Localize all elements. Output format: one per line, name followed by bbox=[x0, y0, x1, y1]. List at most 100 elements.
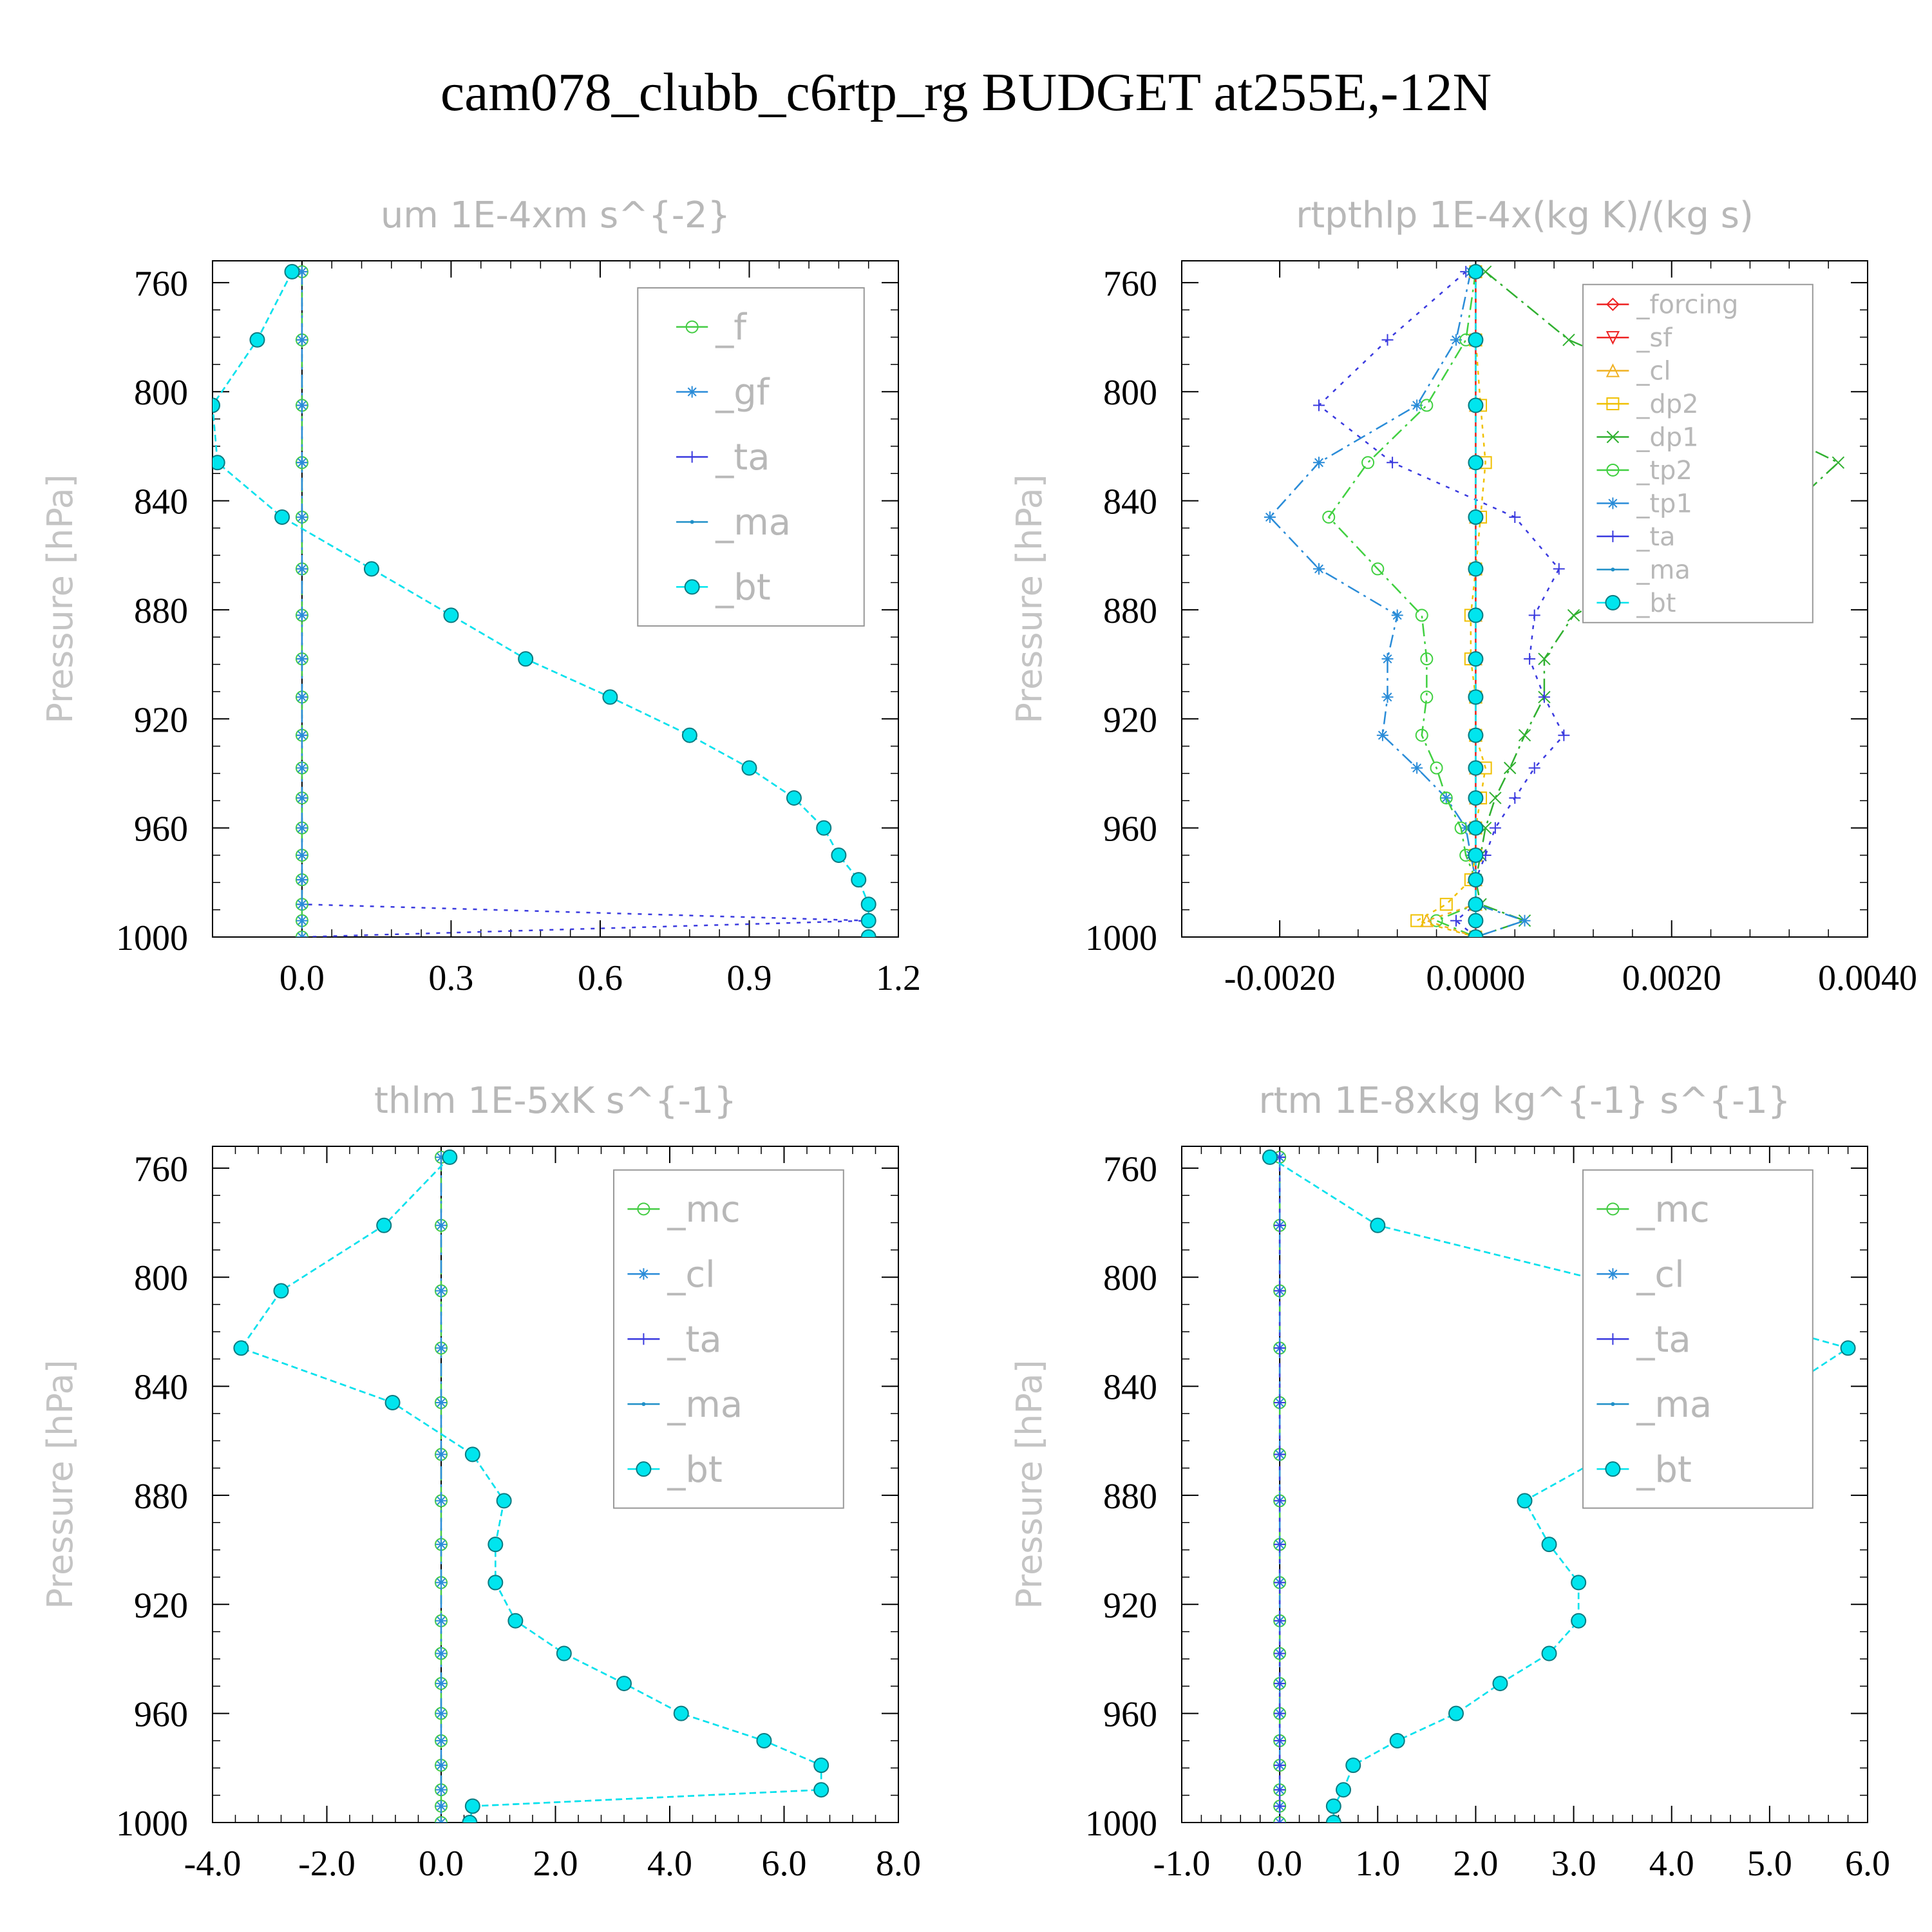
y-tick-label: 1000 bbox=[1085, 918, 1157, 958]
legend-label: _mc bbox=[667, 1189, 740, 1231]
data-point bbox=[1420, 652, 1434, 666]
y-tick-label: 920 bbox=[1103, 700, 1157, 740]
data-point bbox=[1468, 790, 1484, 806]
x-tick-label: -0.0020 bbox=[1224, 958, 1336, 998]
data-point bbox=[1509, 511, 1521, 523]
data-point bbox=[1571, 1575, 1587, 1591]
data-point bbox=[363, 561, 379, 577]
data-point bbox=[1411, 399, 1423, 412]
legend-label: _tp1 bbox=[1636, 489, 1692, 518]
legend-marker bbox=[1607, 497, 1619, 509]
y-tick-label: 840 bbox=[134, 1368, 188, 1408]
x-tick-label: 0.0020 bbox=[1622, 958, 1721, 998]
legend-label: _ta bbox=[667, 1319, 721, 1361]
y-tick-label: 760 bbox=[134, 264, 188, 304]
data-point bbox=[602, 689, 618, 705]
x-tick-label: 2.0 bbox=[1453, 1844, 1498, 1884]
data-point bbox=[296, 563, 308, 575]
x-tick-label: 2.0 bbox=[533, 1844, 578, 1884]
data-point bbox=[1468, 689, 1484, 705]
legend-label: _bt bbox=[715, 567, 771, 609]
y-tick-label: 760 bbox=[134, 1150, 188, 1189]
legend-marker bbox=[1605, 1461, 1621, 1477]
y-tick-label: 840 bbox=[1103, 482, 1157, 522]
data-point bbox=[1450, 334, 1462, 346]
x-tick-label: 0.0 bbox=[279, 958, 325, 998]
data-point bbox=[1419, 913, 1434, 927]
data-point bbox=[1468, 263, 1484, 279]
legend-label: _f bbox=[715, 307, 747, 348]
data-point bbox=[1517, 1493, 1533, 1509]
data-point bbox=[1387, 457, 1399, 469]
data-point bbox=[496, 1493, 512, 1509]
data-point bbox=[1468, 509, 1484, 525]
data-point bbox=[296, 399, 308, 412]
y-tick-label: 920 bbox=[134, 700, 188, 740]
legend: _mc _cl _ta _ma _bt bbox=[613, 1169, 844, 1509]
data-point bbox=[1274, 1448, 1286, 1461]
data-point bbox=[813, 1782, 829, 1798]
chart-panel: um 1E-4xm s^{-2} 0.0 0.3 0.6 0.9 1.2 760 800 840… bbox=[40, 194, 921, 998]
x-tick-label: 1.2 bbox=[876, 958, 921, 998]
x-tick-label: 6.0 bbox=[762, 1844, 807, 1884]
series-line bbox=[1414, 271, 1486, 937]
data-point bbox=[296, 457, 308, 469]
legend-label: _cl bbox=[1636, 357, 1671, 386]
x-tick-label: 5.0 bbox=[1747, 1844, 1792, 1884]
data-point bbox=[831, 847, 847, 863]
data-point bbox=[786, 790, 802, 806]
legend-label: _ta bbox=[715, 437, 770, 478]
data-point bbox=[1518, 728, 1531, 742]
data-point bbox=[296, 874, 308, 886]
legend-label: _cl bbox=[667, 1254, 715, 1296]
data-point bbox=[741, 760, 757, 776]
data-point bbox=[435, 1396, 447, 1408]
data-point bbox=[1538, 652, 1551, 665]
y-tick-label: 880 bbox=[1103, 591, 1157, 631]
x-tick-label: 1.0 bbox=[1355, 1844, 1400, 1884]
data-point bbox=[488, 1575, 504, 1591]
data-point bbox=[681, 727, 697, 743]
data-point bbox=[435, 1817, 447, 1823]
y-tick-label: 1000 bbox=[116, 1804, 188, 1844]
data-point bbox=[1468, 727, 1484, 743]
legend-label: _ma bbox=[1636, 555, 1690, 585]
legend-marker bbox=[638, 1268, 650, 1280]
data-point bbox=[1440, 792, 1452, 804]
data-point bbox=[518, 651, 534, 667]
legend-marker bbox=[686, 386, 698, 398]
data-point bbox=[1492, 1676, 1508, 1692]
data-point bbox=[1274, 1707, 1286, 1719]
chart-panel: thlm 1E-5xK s^{-1} -4.0 -2.0 0.0 2.0 4.0 6.0 8.… bbox=[40, 1080, 921, 1884]
x-tick-label: 4.0 bbox=[647, 1844, 692, 1884]
legend-label: _dp1 bbox=[1636, 423, 1698, 453]
data-point bbox=[756, 1732, 772, 1748]
data-point bbox=[616, 1676, 632, 1692]
legend-label: _cl bbox=[1636, 1254, 1684, 1296]
legend-marker bbox=[637, 1202, 650, 1216]
data-point bbox=[274, 509, 290, 525]
y-tick-label: 760 bbox=[1103, 1150, 1157, 1189]
data-point bbox=[435, 1647, 447, 1660]
data-point bbox=[1454, 821, 1468, 835]
data-point bbox=[435, 1285, 447, 1297]
legend-marker bbox=[1611, 1402, 1615, 1406]
data-point bbox=[233, 1340, 249, 1356]
y-tick-label: 800 bbox=[1103, 1258, 1157, 1298]
data-point bbox=[1274, 1342, 1286, 1354]
y-axis-label: Pressure [hPa] bbox=[1009, 1359, 1050, 1609]
legend-label: _sf bbox=[1636, 323, 1672, 353]
legend-marker bbox=[638, 1333, 650, 1345]
data-point bbox=[296, 792, 308, 804]
data-point bbox=[1264, 511, 1276, 523]
series-bt bbox=[213, 263, 876, 937]
data-point bbox=[813, 1757, 829, 1774]
panel-title: rtm 1E-8xkg kg^{-1} s^{-1} bbox=[1258, 1080, 1790, 1122]
y-tick-label: 760 bbox=[1103, 264, 1157, 304]
legend-marker bbox=[1607, 1268, 1619, 1280]
data-point bbox=[1274, 1759, 1286, 1772]
data-point bbox=[1410, 914, 1424, 927]
data-point bbox=[1567, 609, 1580, 622]
data-point bbox=[462, 1815, 478, 1823]
legend-label: _tp2 bbox=[1636, 456, 1692, 486]
